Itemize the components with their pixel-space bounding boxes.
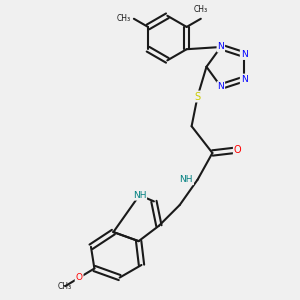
Text: NH: NH: [133, 191, 146, 200]
Text: CH₃: CH₃: [117, 14, 131, 23]
Text: N: N: [218, 43, 224, 52]
Text: O: O: [76, 273, 82, 282]
Text: CH₃: CH₃: [58, 282, 72, 291]
Text: S: S: [194, 92, 201, 101]
Text: O: O: [234, 145, 242, 155]
Text: N: N: [241, 74, 248, 83]
Text: N: N: [241, 50, 248, 59]
Text: CH₃: CH₃: [194, 5, 208, 14]
Text: NH: NH: [180, 175, 193, 184]
Text: N: N: [218, 82, 224, 91]
